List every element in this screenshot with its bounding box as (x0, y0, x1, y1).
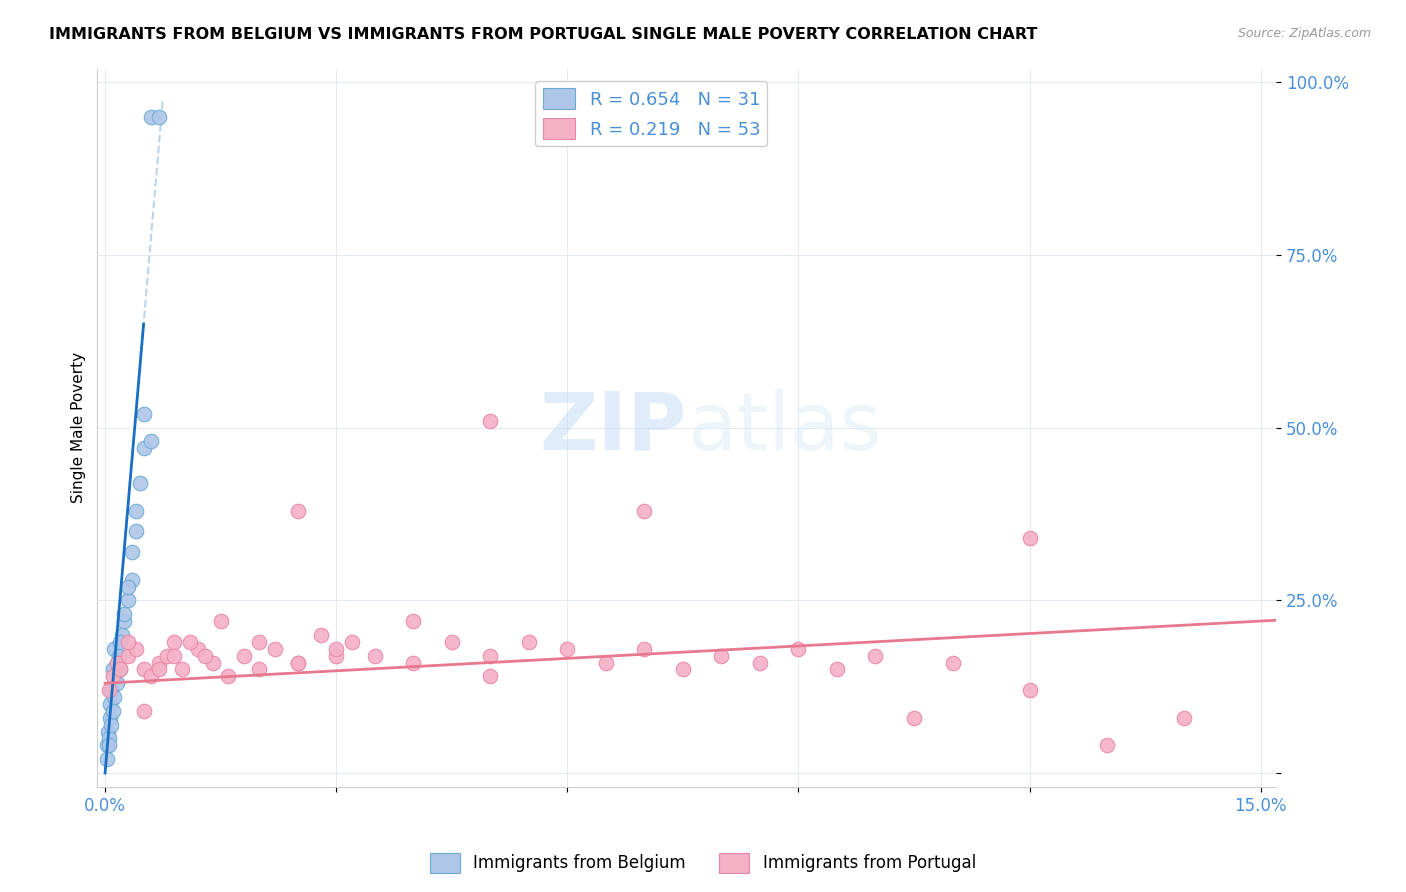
Point (325, 648, 347, 663)
Point (194, 648, 217, 663)
Point (825, 662, 848, 676)
Point (1018, 683, 1040, 698)
Point (110, 662, 132, 676)
Point (903, 711, 925, 725)
Point (440, 634, 463, 648)
Point (479, 414, 502, 428)
Point (479, 648, 502, 663)
Point (105, 656, 128, 670)
Point (148, 662, 170, 676)
Point (96, 752, 118, 766)
Point (97, 731, 120, 746)
Point (340, 634, 363, 648)
Point (112, 614, 135, 628)
Point (247, 662, 270, 676)
Point (132, 407, 155, 421)
Text: Source: ZipAtlas.com: Source: ZipAtlas.com (1237, 27, 1371, 40)
Legend: R = 0.654   N = 31, R = 0.219   N = 53: R = 0.654 N = 31, R = 0.219 N = 53 (536, 81, 768, 146)
Point (287, 656, 309, 670)
Text: ZIP: ZIP (540, 389, 686, 467)
Point (172, 662, 194, 676)
Point (156, 648, 179, 663)
Point (148, 656, 170, 670)
Point (865, 648, 887, 663)
Point (287, 503, 309, 517)
Point (111, 628, 134, 642)
Point (1095, 739, 1118, 753)
Point (105, 676, 128, 690)
Point (132, 662, 155, 676)
Point (163, 648, 186, 663)
Point (108, 648, 131, 663)
Y-axis label: Single Male Poverty: Single Male Poverty (72, 352, 86, 503)
Point (125, 524, 148, 539)
Point (101, 669, 124, 683)
Point (325, 641, 347, 656)
Point (101, 662, 124, 676)
Point (595, 656, 617, 670)
Point (748, 656, 770, 670)
Point (633, 641, 655, 656)
Point (217, 669, 239, 683)
Point (141, 434, 163, 449)
Point (117, 593, 139, 607)
Point (97, 724, 120, 739)
Point (96, 739, 118, 753)
Point (247, 634, 270, 648)
Point (132, 442, 155, 456)
Point (103, 641, 125, 656)
Point (633, 503, 655, 517)
Point (179, 634, 201, 648)
Point (97, 739, 120, 753)
Point (121, 573, 143, 587)
Point (941, 656, 963, 670)
Point (112, 607, 135, 622)
Point (100, 697, 122, 711)
Point (209, 614, 232, 628)
Point (141, 110, 163, 124)
Point (479, 669, 502, 683)
Legend: Immigrants from Belgium, Immigrants from Portugal: Immigrants from Belgium, Immigrants from… (423, 847, 983, 880)
Point (186, 641, 208, 656)
Point (1018, 531, 1040, 545)
Point (201, 656, 224, 670)
Point (101, 704, 124, 718)
Text: IMMIGRANTS FROM BELGIUM VS IMMIGRANTS FROM PORTUGAL SINGLE MALE POVERTY CORRELAT: IMMIGRANTS FROM BELGIUM VS IMMIGRANTS FR… (49, 27, 1038, 42)
Point (125, 503, 148, 517)
Point (263, 641, 285, 656)
Point (97, 683, 120, 698)
Point (117, 648, 139, 663)
Point (110, 662, 132, 676)
Point (517, 634, 540, 648)
Point (1173, 711, 1195, 725)
Point (402, 656, 425, 670)
Point (710, 648, 733, 663)
Point (309, 628, 332, 642)
Point (672, 662, 695, 676)
Point (555, 641, 578, 656)
Point (117, 634, 139, 648)
Point (100, 683, 122, 698)
Point (287, 656, 309, 670)
Point (125, 641, 148, 656)
Point (232, 648, 254, 663)
Point (402, 614, 425, 628)
Point (148, 110, 170, 124)
Point (132, 704, 155, 718)
Point (100, 717, 122, 731)
Point (128, 475, 150, 490)
Point (121, 545, 143, 559)
Point (163, 634, 186, 648)
Point (103, 690, 125, 704)
Point (110, 634, 132, 648)
Point (141, 669, 163, 683)
Point (98, 711, 121, 725)
Point (364, 648, 387, 663)
Text: atlas: atlas (686, 389, 882, 467)
Point (117, 580, 139, 594)
Point (787, 641, 810, 656)
Point (105, 656, 128, 670)
